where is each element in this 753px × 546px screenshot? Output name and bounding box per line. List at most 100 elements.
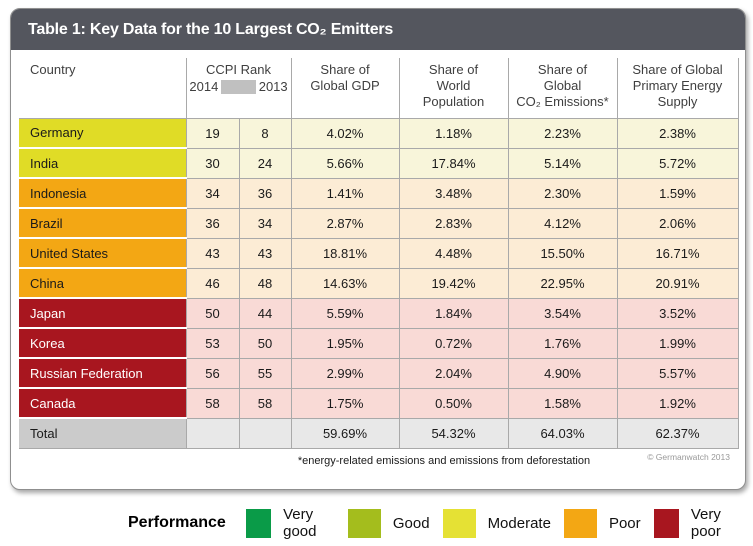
legend-title: Performance xyxy=(128,514,226,531)
table-row-total: Total 59.69% 54.32% 64.03% 62.37% xyxy=(19,418,739,449)
population-cell: 0.72% xyxy=(398,328,508,359)
rank-2014-cell: 19 xyxy=(185,118,239,149)
country-cell: Indonesia xyxy=(19,178,186,209)
rank-2013-cell: 34 xyxy=(238,208,291,239)
energy-cell: 16.71% xyxy=(616,238,739,269)
rank-2014-cell: 50 xyxy=(185,298,239,329)
rank-2014-cell xyxy=(185,418,239,449)
emissions-cell: 4.90% xyxy=(507,358,617,389)
emissions-cell: 22.95% xyxy=(507,268,617,299)
gdp-cell: 59.69% xyxy=(290,418,399,449)
col-header-population: Share of World Population xyxy=(398,58,508,119)
gdp-cell: 2.87% xyxy=(290,208,399,239)
population-cell: 4.48% xyxy=(398,238,508,269)
gdp-cell: 1.41% xyxy=(290,178,399,209)
legend-item-good: Good xyxy=(347,508,430,538)
legend-item-poor: Poor xyxy=(563,508,641,538)
energy-cell: 5.72% xyxy=(616,148,739,179)
header-row: Country CCPI Rank 2014 2013 Share of Glo… xyxy=(19,58,739,119)
legend-label: Good xyxy=(392,514,430,532)
very-poor-swatch xyxy=(653,508,679,538)
col-header-2014: 2014 xyxy=(189,78,219,94)
emissions-cell: 3.54% xyxy=(507,298,617,329)
rank-2014-cell: 56 xyxy=(185,358,239,389)
population-cell: 54.32% xyxy=(398,418,508,449)
country-cell: Korea xyxy=(19,328,186,359)
rank-2013-cell: 8 xyxy=(238,118,291,149)
legend-label: Very good xyxy=(283,506,317,540)
rank-2014-cell: 36 xyxy=(185,208,239,239)
country-cell: Japan xyxy=(19,298,186,329)
total-label-cell: Total xyxy=(19,418,186,449)
country-cell: United States xyxy=(19,238,186,269)
legend-label: Poor xyxy=(608,514,641,532)
population-cell: 0.50% xyxy=(398,388,508,419)
col-header-emissions: Share of Global CO₂ Emissions* xyxy=(507,58,617,119)
table-row-india: India 30 24 5.66% 17.84% 5.14% 5.72% xyxy=(19,148,739,179)
emissions-cell: 2.30% xyxy=(507,178,617,209)
energy-cell: 5.57% xyxy=(616,358,739,389)
moderate-swatch xyxy=(442,508,476,538)
table-row-japan: Japan 50 44 5.59% 1.84% 3.54% 3.52% xyxy=(19,298,739,329)
emissions-cell: 2.23% xyxy=(507,118,617,149)
population-cell: 1.18% xyxy=(398,118,508,149)
legend-item-very-poor: Very poor xyxy=(653,506,740,540)
legend-label: Moderate xyxy=(487,514,551,532)
energy-cell: 1.99% xyxy=(616,328,739,359)
country-cell: India xyxy=(19,148,186,179)
rank-2013-cell: 24 xyxy=(238,148,291,179)
rank-2014-cell: 34 xyxy=(185,178,239,209)
rank-2014-cell: 46 xyxy=(185,268,239,299)
gdp-cell: 5.66% xyxy=(290,148,399,179)
energy-cell: 1.92% xyxy=(616,388,739,419)
performance-legend: Performance Very good Good Moderate Poor… xyxy=(0,506,753,540)
table-row-indonesia: Indonesia 34 36 1.41% 3.48% 2.30% 1.59% xyxy=(19,178,739,209)
rank-2013-cell xyxy=(238,418,291,449)
table-row-canada: Canada 58 58 1.75% 0.50% 1.58% 1.92% xyxy=(19,388,739,419)
gdp-cell: 2.99% xyxy=(290,358,399,389)
energy-cell: 3.52% xyxy=(616,298,739,329)
emissions-cell: 64.03% xyxy=(507,418,617,449)
legend-label: Very poor xyxy=(690,506,721,540)
very-good-swatch xyxy=(245,508,272,538)
population-cell: 1.84% xyxy=(398,298,508,329)
table-row-germany: Germany 19 8 4.02% 1.18% 2.23% 2.38% xyxy=(19,118,739,149)
gdp-cell: 5.59% xyxy=(290,298,399,329)
country-cell: China xyxy=(19,268,186,299)
poor-swatch xyxy=(563,508,597,538)
rank-2013-cell: 48 xyxy=(238,268,291,299)
legend-item-very-good: Very good xyxy=(245,506,335,540)
energy-cell: 2.38% xyxy=(616,118,739,149)
emitters-table: Country CCPI Rank 2014 2013 Share of Glo… xyxy=(19,58,739,449)
gdp-cell: 1.95% xyxy=(290,328,399,359)
population-cell: 3.48% xyxy=(398,178,508,209)
table-title: Table 1: Key Data for the 10 Largest CO₂… xyxy=(28,20,394,38)
rank-2013-cell: 58 xyxy=(238,388,291,419)
table-row-russian-federation: Russian Federation 56 55 2.99% 2.04% 4.9… xyxy=(19,358,739,389)
energy-cell: 1.59% xyxy=(616,178,739,209)
rank-2013-cell: 43 xyxy=(238,238,291,269)
rank-2013-cell: 36 xyxy=(238,178,291,209)
table-container: Country CCPI Rank 2014 2013 Share of Glo… xyxy=(11,50,745,449)
table-title-bar: Table 1: Key Data for the 10 Largest CO₂… xyxy=(11,9,745,50)
country-cell: Germany xyxy=(19,118,186,149)
emissions-cell: 5.14% xyxy=(507,148,617,179)
rank-2013-cell: 55 xyxy=(238,358,291,389)
energy-cell: 2.06% xyxy=(616,208,739,239)
table-figure-card: Table 1: Key Data for the 10 Largest CO₂… xyxy=(10,8,746,490)
population-cell: 2.04% xyxy=(398,358,508,389)
population-cell: 19.42% xyxy=(398,268,508,299)
rank-2014-cell: 30 xyxy=(185,148,239,179)
col-header-ccpi-rank: CCPI Rank 2014 2013 xyxy=(185,58,291,119)
col-header-gdp: Share of Global GDP xyxy=(290,58,399,119)
col-header-country: Country xyxy=(19,58,186,119)
table-row-korea: Korea 53 50 1.95% 0.72% 1.76% 1.99% xyxy=(19,328,739,359)
country-cell: Russian Federation xyxy=(19,358,186,389)
col-header-2013: 2013 xyxy=(258,78,288,94)
ccpi-rank-label: CCPI Rank xyxy=(205,62,272,77)
copyright-text: © Germanwatch 2013 xyxy=(647,451,730,462)
gdp-cell: 14.63% xyxy=(290,268,399,299)
table-row-brazil: Brazil 36 34 2.87% 2.83% 4.12% 2.06% xyxy=(19,208,739,239)
gdp-cell: 18.81% xyxy=(290,238,399,269)
rank-2014-cell: 43 xyxy=(185,238,239,269)
